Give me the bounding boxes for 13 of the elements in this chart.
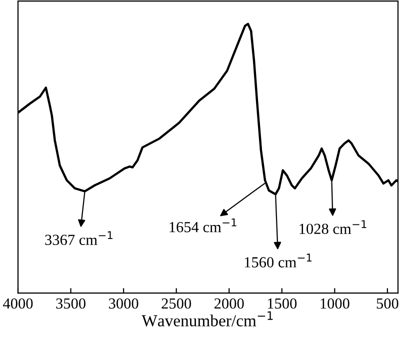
annotation: 3367 cm$^{−1}$ (45, 231, 112, 246)
annotation: 1560 cm$^{−1}$ (244, 254, 312, 268)
annotation: 1654 cm$^{−1}$ (170, 218, 236, 232)
x-tick-label: 2500 (162, 298, 192, 309)
x-tick-label: 4000 (3, 298, 33, 309)
x-tick-label: 1500 (268, 298, 297, 309)
x-axis-title: Wavenumber/cm$^{−1}$ (142, 311, 273, 326)
x-tick-label: 2000 (214, 298, 244, 309)
x-tick-label: 500 (376, 298, 398, 309)
x-tick-label: 3000 (109, 298, 138, 309)
x-tick-label: 1000 (320, 298, 350, 309)
annotation: 1028 cm$^{−1}$ (300, 220, 366, 234)
x-tick-label: 3500 (56, 298, 86, 309)
